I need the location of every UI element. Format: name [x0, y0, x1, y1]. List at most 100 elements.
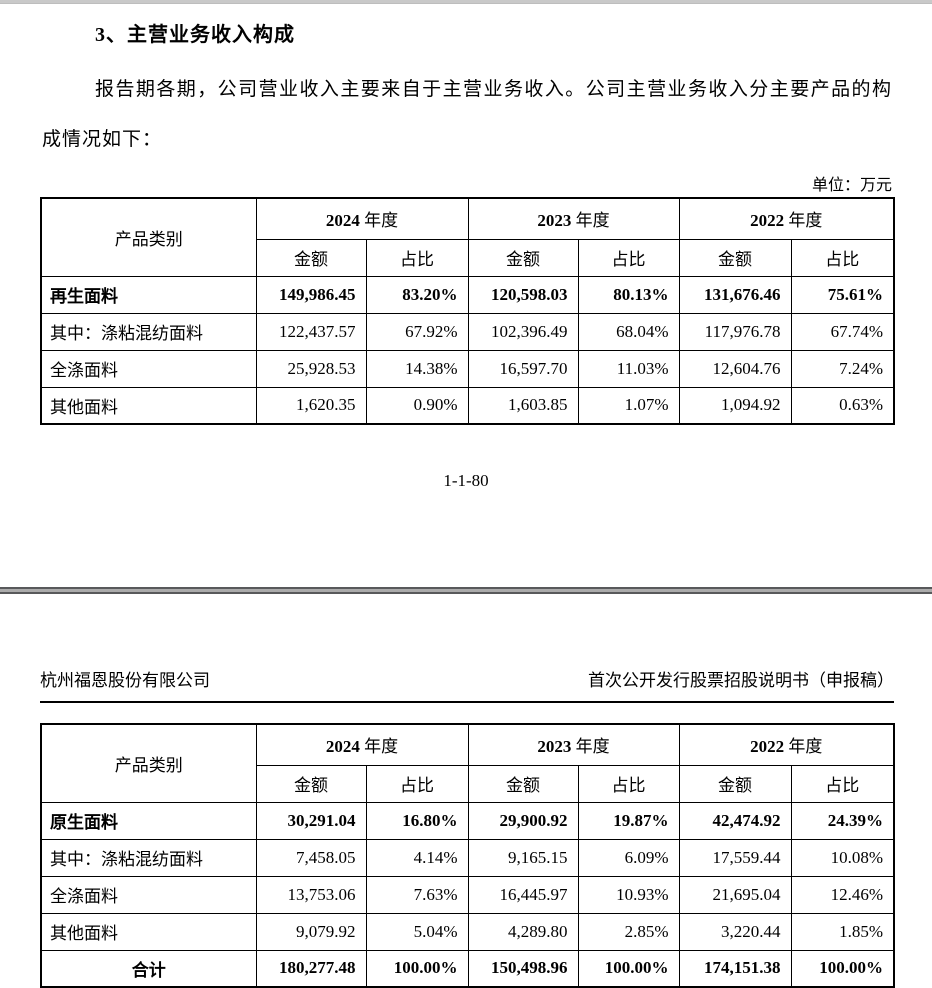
value-cell: 14.38% [365, 349, 469, 388]
value-cell: 149,986.45 [255, 275, 367, 314]
product-label-cell: 其他面料 [40, 386, 257, 425]
ratio-header: 占比 [790, 764, 895, 803]
year-header: 2022 年度 [678, 197, 895, 240]
table-row: 再生面料 149,986.45 83.20% 120,598.03 80.13% 131,… [40, 275, 895, 314]
table-header-row-years: 产品类别 2024 年度 2023 年度 2022 年度 [40, 723, 895, 803]
table-row: 全涤面料 25,928.53 14.38% 16,597.70 11.03% 12,604… [40, 349, 895, 388]
value-cell: 7.63% [365, 875, 469, 914]
table-row: 其他面料 9,079.92 5.04% 4,289.80 2.85% 3,220.44 1.… [40, 912, 895, 951]
value-cell: 30,291.04 [255, 801, 367, 840]
value-cell: 16.80% [365, 801, 469, 840]
value-cell: 16,445.97 [467, 875, 579, 914]
value-cell: 67.74% [790, 312, 895, 351]
value-cell: 9,079.92 [255, 912, 367, 951]
value-cell: 12,604.76 [678, 349, 792, 388]
value-cell: 17,559.44 [678, 838, 792, 877]
product-label-cell: 再生面料 [40, 275, 257, 314]
value-cell: 67.92% [365, 312, 469, 351]
value-cell: 6.09% [577, 838, 680, 877]
ratio-header: 占比 [577, 238, 680, 277]
product-label-cell: 全涤面料 [40, 875, 257, 914]
amount-header: 金额 [467, 764, 579, 803]
product-category-header: 产品类别 [40, 197, 257, 277]
value-cell: 5.04% [365, 912, 469, 951]
value-cell: 29,900.92 [467, 801, 579, 840]
amount-header: 金额 [255, 764, 367, 803]
value-cell: 0.63% [790, 386, 895, 425]
intro-paragraph: 报告期各期，公司营业收入主要来自于主营业务收入。公司主营业务收入分主要产品的构成… [42, 79, 892, 150]
ratio-header: 占比 [365, 238, 469, 277]
value-cell: 100.00% [790, 949, 895, 988]
value-cell: 131,676.46 [678, 275, 792, 314]
table-header-row-sub: 金额 占比 金额 占比 金额 占比 [41, 238, 895, 277]
value-cell: 102,396.49 [467, 312, 579, 351]
year-header: 2022 年度 [678, 723, 895, 766]
document-title: 首次公开发行股票招股说明书（申报稿） [588, 671, 894, 690]
table-row: 其他面料 1,620.35 0.90% 1,603.85 1.07% 1,094.92 0.… [40, 386, 895, 425]
page-break-divider [0, 587, 932, 594]
viewport-top-strip [0, 0, 932, 4]
ratio-header: 占比 [577, 764, 680, 803]
value-cell: 19.87% [577, 801, 680, 840]
value-cell: 4.14% [365, 838, 469, 877]
product-label-cell: 全涤面料 [40, 349, 257, 388]
year-header: 2024 年度 [255, 197, 469, 240]
table-row: 全涤面料 13,753.06 7.63% 16,445.97 10.93% 21,695.… [40, 875, 895, 914]
table-row: 其中：涤粘混纺面料 122,437.57 67.92% 102,396.49 68.04… [40, 312, 895, 351]
value-cell: 120,598.03 [467, 275, 579, 314]
value-cell: 174,151.38 [678, 949, 792, 988]
value-cell: 1,094.92 [678, 386, 792, 425]
running-header: 杭州福恩股份有限公司 首次公开发行股票招股说明书（申报稿） [40, 666, 894, 703]
amount-header: 金额 [467, 238, 579, 277]
value-cell: 1.07% [577, 386, 680, 425]
value-cell: 25,928.53 [255, 349, 367, 388]
section-heading: 3、主营业务收入构成 [95, 24, 295, 46]
value-cell: 21,695.04 [678, 875, 792, 914]
year-header: 2023 年度 [467, 197, 680, 240]
value-cell: 2.85% [577, 912, 680, 951]
page-number: 1-1-80 [443, 471, 489, 490]
value-cell: 7.24% [790, 349, 895, 388]
value-cell: 3,220.44 [678, 912, 792, 951]
table-row: 其中：涤粘混纺面料 7,458.05 4.14% 9,165.15 6.09% 17,55… [40, 838, 895, 877]
value-cell: 16,597.70 [467, 349, 579, 388]
product-label-cell: 其他面料 [40, 912, 257, 951]
value-cell: 180,277.48 [255, 949, 367, 988]
table-row: 原生面料 30,291.04 16.80% 29,900.92 19.87% 42,474… [40, 801, 895, 840]
ratio-header: 占比 [365, 764, 469, 803]
value-cell: 24.39% [790, 801, 895, 840]
value-cell: 1,603.85 [467, 386, 579, 425]
amount-header: 金额 [255, 238, 367, 277]
amount-header: 金额 [678, 764, 792, 803]
value-cell: 75.61% [790, 275, 895, 314]
year-header: 2023 年度 [467, 723, 680, 766]
value-cell: 42,474.92 [678, 801, 792, 840]
value-cell: 1,620.35 [255, 386, 367, 425]
company-name: 杭州福恩股份有限公司 [40, 671, 210, 690]
value-cell: 9,165.15 [467, 838, 579, 877]
value-cell: 80.13% [577, 275, 680, 314]
product-label-cell: 其中：涤粘混纺面料 [40, 838, 257, 877]
product-label-cell: 原生面料 [40, 801, 257, 840]
value-cell: 83.20% [365, 275, 469, 314]
value-cell: 7,458.05 [255, 838, 367, 877]
table-header-row-sub: 金额 占比 金额 占比 金额 占比 [41, 764, 895, 803]
table-header-row-years: 产品类别 2024 年度 2023 年度 2022 年度 [40, 197, 895, 277]
value-cell: 4,289.80 [467, 912, 579, 951]
value-cell: 10.93% [577, 875, 680, 914]
value-cell: 11.03% [577, 349, 680, 388]
value-cell: 117,976.78 [678, 312, 792, 351]
value-cell: 150,498.96 [467, 949, 579, 988]
table-row: 合计 180,277.48 100.00% 150,498.96 100.00% 174,… [40, 949, 895, 988]
unit-label: 单位：万元 [811, 177, 892, 194]
year-header: 2024 年度 [255, 723, 469, 766]
value-cell: 12.46% [790, 875, 895, 914]
value-cell: 13,753.06 [255, 875, 367, 914]
value-cell: 68.04% [577, 312, 680, 351]
value-cell: 122,437.57 [255, 312, 367, 351]
revenue-table-page2: 产品类别 2024 年度 2023 年度 2022 年度 金额 占比 金额 占比 金额 占比 原生面… [40, 723, 895, 988]
value-cell: 100.00% [365, 949, 469, 988]
value-cell: 10.08% [790, 838, 895, 877]
ratio-header: 占比 [790, 238, 895, 277]
revenue-table-page1: 产品类别 2024 年度 2023 年度 2022 年度 金额 占比 金额 占比 金额 占比 再生面… [40, 197, 895, 425]
